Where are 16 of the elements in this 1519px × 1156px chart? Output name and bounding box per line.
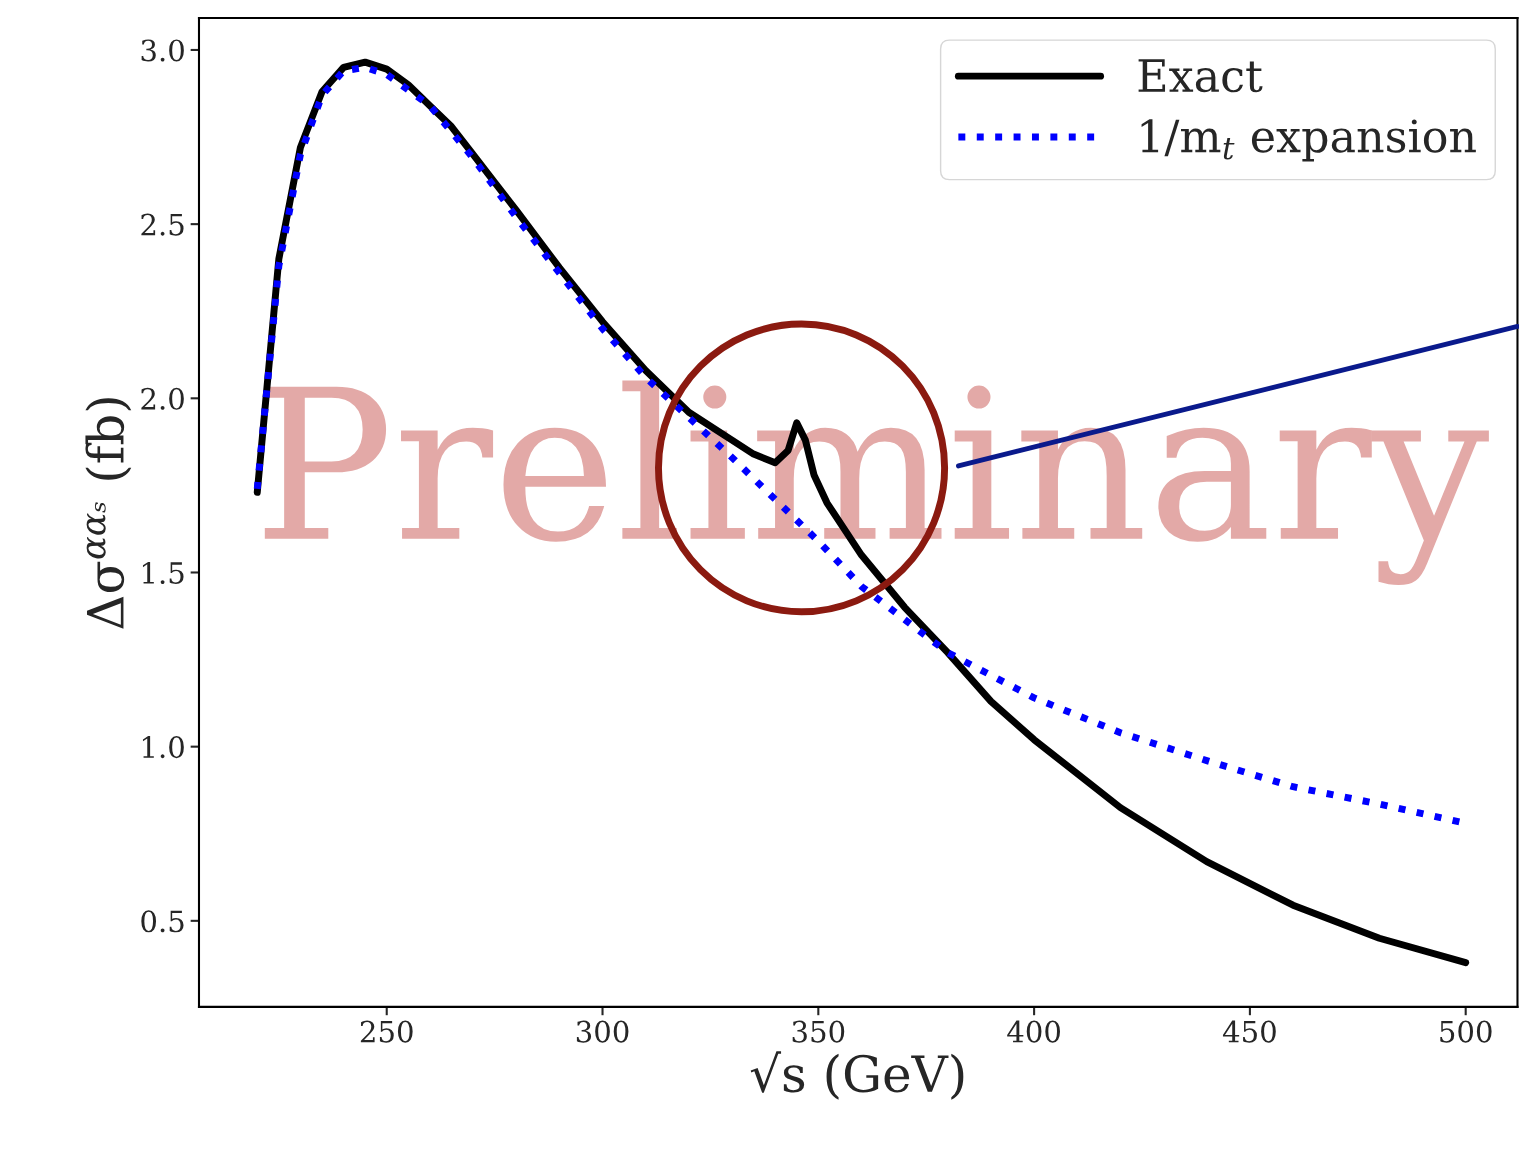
x-tick-label: 450 [1222, 1020, 1276, 1043]
y-tick-label: 2.5 [141, 213, 184, 236]
x-tick-label: 350 [792, 1020, 845, 1043]
y-tick-label: 0.5 [141, 910, 184, 933]
y-tick-label: 1.5 [142, 561, 184, 584]
x-tick-label: 400 [1007, 1020, 1060, 1043]
y-tick-label: 2.0 [141, 387, 184, 410]
y-tick-label: 1.0 [142, 736, 184, 759]
y-tick-label: 3.0 [141, 39, 184, 62]
x-tick-label: 500 [1440, 1020, 1492, 1043]
x-tick-label: 250 [360, 1020, 413, 1043]
x-tick-label: 300 [576, 1020, 629, 1043]
legend-label: Exact [1138, 59, 1263, 93]
y-axis-title: Δσ$^{ααₛ}$ (fb) [85, 398, 132, 629]
x-axis-title: √s (GeV) [750, 1051, 964, 1100]
legend-label: 1/m$_{t}$ expansion [1141, 119, 1476, 162]
